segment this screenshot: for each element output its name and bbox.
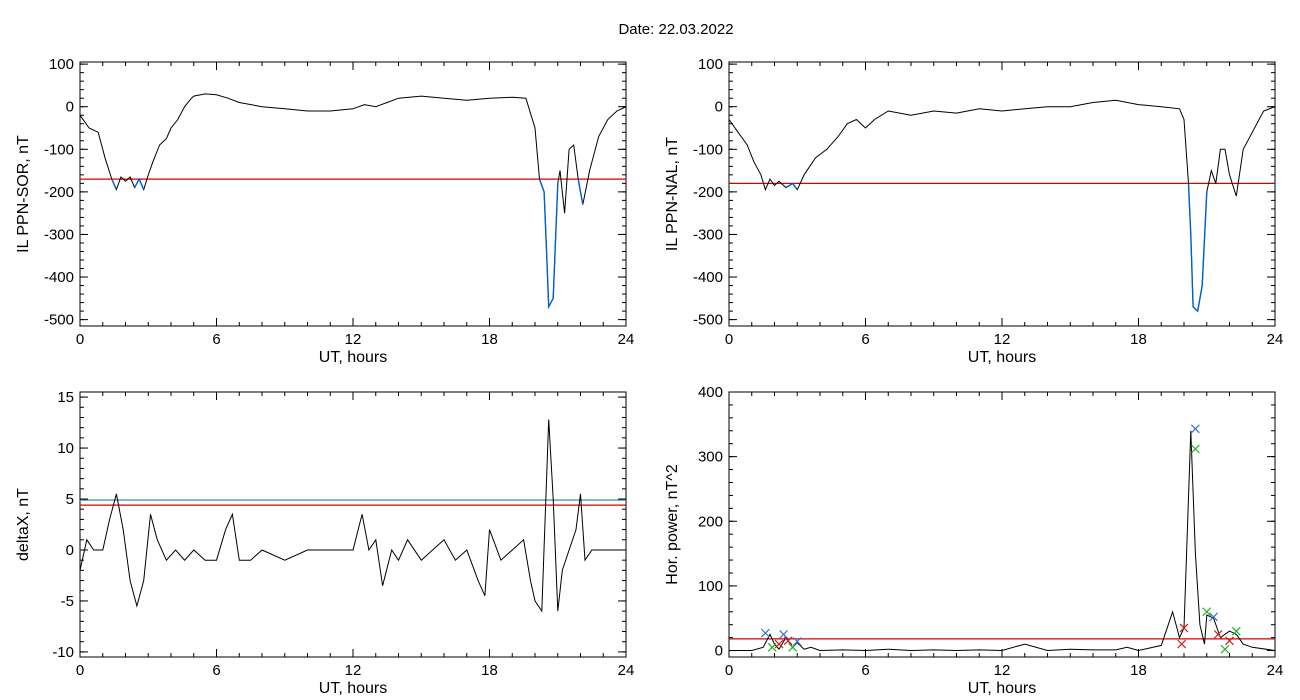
- y-tick-label: -100: [44, 141, 74, 158]
- y-tick-label: 15: [57, 389, 74, 406]
- marker-blue: [760, 628, 770, 638]
- chart-horizontal-power: 0 6 12 18 24 400 300 200 100 0 UT, hours Hor. power…: [664, 384, 1283, 697]
- x-tick-label: 18: [1130, 331, 1147, 348]
- x-tick-label: 12: [994, 331, 1011, 348]
- marker-green: [1231, 626, 1241, 636]
- x-tick-label: 12: [994, 662, 1011, 679]
- marker-blue: [1209, 612, 1218, 622]
- plot-area: [80, 419, 626, 613]
- plot-area: [729, 424, 1275, 654]
- chart-ppn-sor: 0 6 12 18 24 100 0 -100 -200 -300 -400 -500 UT, hour…: [15, 56, 634, 366]
- y-tick-label: 0: [715, 643, 723, 660]
- x-axis-label: UT, hours: [319, 680, 387, 697]
- x-tick-label: 0: [76, 331, 84, 348]
- series-line: [729, 99, 1275, 313]
- marker-blue: [779, 629, 789, 639]
- y-tick-label: -300: [693, 226, 723, 243]
- series-line: [729, 430, 1275, 652]
- x-tick-label: 24: [1267, 331, 1284, 348]
- y-axis-label: IL PPN-SOR, nT: [15, 135, 32, 253]
- x-tick-label: 18: [481, 662, 498, 679]
- y-tick-label: 0: [715, 99, 723, 116]
- plot-area: [729, 99, 1275, 313]
- below-threshold-segment: [111, 178, 118, 190]
- below-threshold-segment: [133, 177, 145, 190]
- chart-deltax: 0 6 12 18 24 15 10 5 0 -5 -10 UT, hours deltaX, nT: [15, 389, 634, 697]
- plot-area: [80, 93, 626, 310]
- marker-red: [783, 636, 793, 646]
- y-tick-label: -300: [44, 226, 74, 243]
- y-tick-label: 400: [698, 384, 723, 401]
- x-tick-label: 18: [481, 331, 498, 348]
- below-threshold-segment: [1187, 183, 1208, 313]
- y-tick-label: 0: [66, 542, 74, 559]
- y-tick-label: -10: [52, 644, 74, 661]
- marker-green: [788, 642, 798, 652]
- marker-green: [1202, 607, 1212, 617]
- y-tick-label: 100: [698, 56, 723, 73]
- chart-ppn-nal: 0 6 12 18 24 100 0 -100 -200 -300 -400 -500 UT, hour…: [664, 56, 1283, 366]
- x-tick-label: 0: [76, 662, 84, 679]
- marker-red: [1225, 636, 1234, 646]
- x-axis-label: UT, hours: [319, 349, 387, 366]
- x-tick-label: 6: [861, 662, 869, 679]
- y-tick-label: 10: [57, 440, 74, 457]
- marker-green: [1220, 644, 1230, 654]
- y-tick-label: -100: [693, 141, 723, 158]
- x-tick-label: 18: [1130, 662, 1147, 679]
- marker-blue: [792, 637, 802, 646]
- below-threshold-segment: [538, 178, 559, 310]
- marker-green: [767, 642, 777, 652]
- plot-frame: [79, 391, 627, 658]
- x-tick-label: 0: [725, 331, 733, 348]
- below-threshold-segment: [577, 178, 584, 205]
- x-tick-label: 24: [1267, 662, 1284, 679]
- marker-blue: [1190, 424, 1200, 434]
- y-tick-label: -200: [693, 184, 723, 201]
- figure-title: Date: 22.03.2022: [618, 21, 733, 38]
- x-tick-label: 24: [618, 331, 635, 348]
- x-tick-label: 24: [618, 662, 635, 679]
- y-tick-label: 0: [66, 99, 74, 116]
- y-tick-label: -400: [44, 269, 74, 286]
- marker-red: [1179, 623, 1189, 633]
- y-tick-label: 300: [698, 449, 723, 466]
- y-axis-label: Hor. power, nT^2: [664, 464, 681, 585]
- y-tick-label: -500: [44, 312, 74, 329]
- x-axis-label: UT, hours: [968, 349, 1036, 366]
- marker-red: [1213, 629, 1223, 639]
- x-tick-label: 12: [345, 331, 362, 348]
- x-tick-label: 6: [212, 662, 220, 679]
- below-threshold-segment: [785, 182, 798, 191]
- y-tick-label: 200: [698, 513, 723, 530]
- y-axis-label: deltaX, nT: [15, 488, 32, 561]
- y-tick-label: 5: [66, 491, 74, 508]
- marker-red: [1177, 639, 1187, 649]
- y-tick-label: -5: [61, 593, 74, 610]
- y-tick-label: -400: [693, 269, 723, 286]
- series-line: [80, 419, 626, 613]
- x-tick-label: 0: [725, 662, 733, 679]
- x-axis-label: UT, hours: [968, 680, 1036, 697]
- y-tick-label: -200: [44, 184, 74, 201]
- y-tick-label: 100: [49, 56, 74, 73]
- y-tick-label: -500: [693, 312, 723, 329]
- y-tick-label: 100: [698, 578, 723, 595]
- x-tick-label: 6: [861, 331, 869, 348]
- y-axis-label: IL PPN-NAL, nT: [664, 137, 681, 251]
- marker-red: [774, 639, 784, 649]
- x-tick-label: 6: [212, 331, 220, 348]
- x-tick-label: 12: [345, 662, 362, 679]
- marker-green: [1190, 444, 1200, 454]
